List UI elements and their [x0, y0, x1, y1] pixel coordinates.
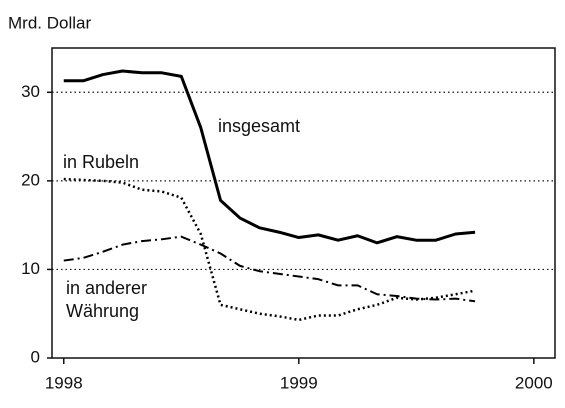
y-axis-label: Mrd. Dollar — [8, 13, 91, 32]
series-label: in anderer Währung — [66, 278, 148, 321]
plot-frame — [51, 47, 556, 359]
series-label: in Rubeln — [63, 152, 140, 172]
x-tick-label: 2000 — [515, 373, 553, 392]
x-tick-label: 1998 — [45, 373, 83, 392]
y-tick-label: 10 — [21, 259, 40, 278]
y-tick-label: 20 — [21, 170, 40, 189]
series-line — [63, 69, 476, 245]
y-tick-label: 30 — [21, 82, 40, 101]
x-tick-label: 1999 — [280, 373, 318, 392]
y-tick-label: 0 — [31, 347, 40, 366]
series-label: insgesamt — [218, 116, 301, 136]
series-line — [63, 177, 476, 322]
